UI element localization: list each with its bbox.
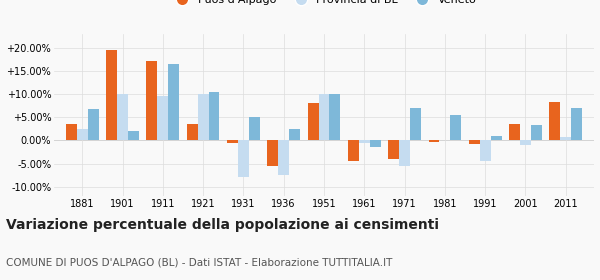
Bar — [560, 137, 571, 140]
Bar — [106, 50, 117, 140]
Bar — [410, 108, 421, 140]
Bar — [469, 140, 480, 144]
Bar — [128, 131, 139, 140]
Bar — [370, 140, 380, 147]
Bar — [278, 140, 289, 175]
Bar — [88, 109, 98, 140]
Legend: Puos d'Alpago, Provincia di BL, Veneto: Puos d'Alpago, Provincia di BL, Veneto — [167, 0, 481, 9]
Bar — [388, 140, 399, 159]
Bar — [531, 125, 542, 140]
Bar — [550, 102, 560, 140]
Bar — [146, 61, 157, 140]
Bar — [227, 140, 238, 143]
Bar — [359, 140, 370, 143]
Bar — [571, 108, 582, 140]
Bar — [187, 124, 197, 140]
Bar — [77, 129, 88, 140]
Bar — [268, 140, 278, 166]
Text: Variazione percentuale della popolazione ai censimenti: Variazione percentuale della popolazione… — [6, 218, 439, 232]
Bar — [157, 96, 168, 140]
Bar — [491, 136, 502, 140]
Bar — [348, 140, 359, 161]
Bar — [509, 124, 520, 140]
Bar — [197, 94, 209, 140]
Bar — [238, 140, 249, 178]
Text: COMUNE DI PUOS D'ALPAGO (BL) - Dati ISTAT - Elaborazione TUTTITALIA.IT: COMUNE DI PUOS D'ALPAGO (BL) - Dati ISTA… — [6, 258, 392, 268]
Bar — [451, 115, 461, 140]
Bar — [117, 94, 128, 140]
Bar — [308, 103, 319, 140]
Bar — [399, 140, 410, 166]
Bar — [428, 140, 439, 142]
Bar — [66, 124, 77, 140]
Bar — [480, 140, 491, 161]
Bar — [249, 117, 260, 140]
Bar — [329, 94, 340, 140]
Bar — [289, 129, 300, 140]
Bar — [209, 92, 220, 140]
Bar — [168, 64, 179, 140]
Bar — [319, 94, 329, 140]
Bar — [520, 140, 531, 145]
